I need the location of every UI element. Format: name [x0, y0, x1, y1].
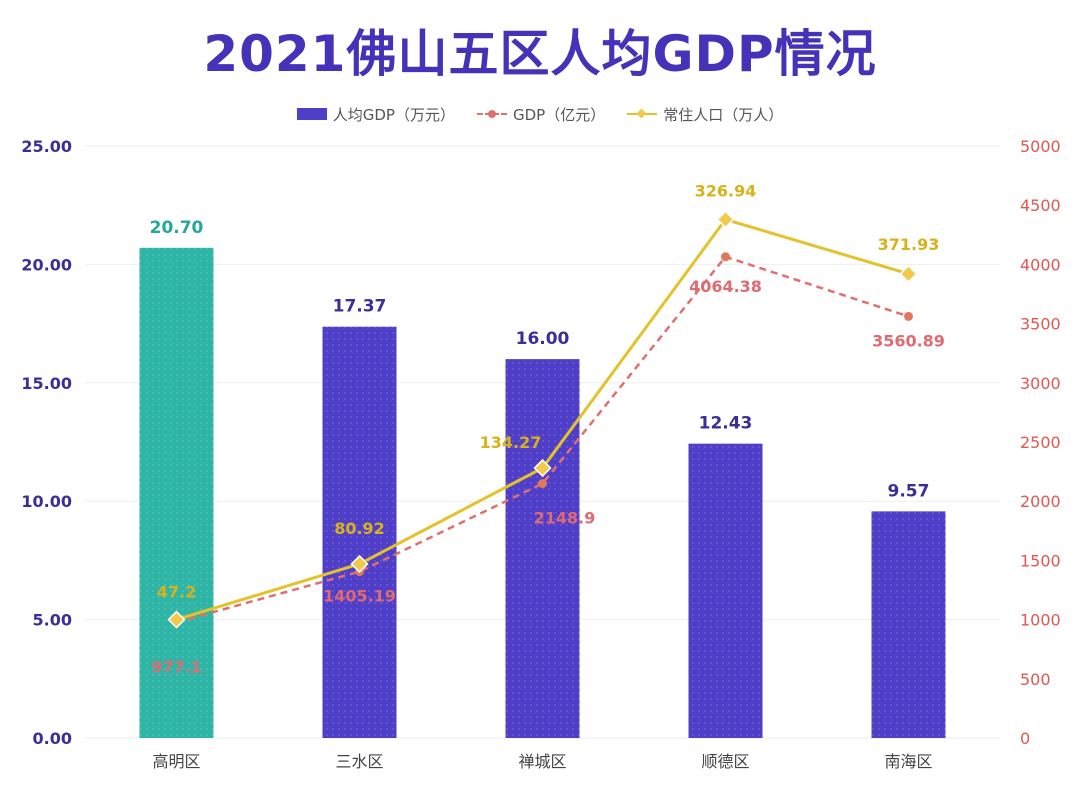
population-point: [533, 458, 552, 478]
y-axis-right-tick: 5000: [1020, 137, 1061, 156]
legend-item-population: 常住人口（万人）: [627, 104, 783, 125]
population-point: [899, 264, 918, 283]
legend-swatch-population-line: [627, 108, 658, 120]
population-point: [350, 554, 369, 574]
bar-value-label: 12.43: [699, 414, 753, 434]
legend-swatch-bar: [296, 108, 327, 120]
population-point: [716, 210, 735, 229]
y-axis-right-tick: 2000: [1020, 492, 1061, 511]
population-point: [167, 610, 186, 629]
y-axis-right-tick: 1500: [1020, 551, 1061, 570]
bar: [871, 511, 946, 738]
y-axis-left-tick: 15.00: [21, 374, 72, 393]
legend-item-gdp-per-capita: 人均GDP（万元）: [296, 104, 455, 125]
gdp-value-label: 3560.89: [872, 331, 945, 350]
gdp-line: [176, 255, 909, 624]
legend-swatch-gdp-line: [476, 108, 507, 120]
y-axis-left-tick: 25.00: [21, 137, 72, 156]
x-axis-category-label: 三水区: [335, 752, 383, 771]
y-axis-left-tick: 5.00: [33, 611, 72, 630]
population-value-label: 326.94: [695, 181, 757, 200]
legend-label-population: 常住人口（万人）: [663, 105, 784, 124]
y-axis-left-tick: 0.00: [33, 729, 72, 748]
legend-item-gdp: GDP（亿元）: [476, 104, 606, 125]
y-axis-right-tick: 3500: [1020, 315, 1061, 334]
gdp-point: [538, 479, 547, 489]
y-axis-left-tick: 20.00: [21, 255, 72, 274]
gdp-value-label: 4064.38: [689, 277, 762, 296]
y-axis-right-tick: 4000: [1020, 255, 1061, 274]
population-value-label: 134.27: [480, 433, 542, 452]
gdp-point: [904, 311, 913, 321]
y-axis-right-tick: 0: [1020, 729, 1030, 748]
bar: [322, 326, 397, 738]
bar: [139, 247, 214, 738]
population-value-label: 80.92: [334, 519, 385, 538]
bar-value-label: 16.00: [516, 329, 570, 349]
bar-value-label: 17.37: [333, 297, 387, 317]
x-axis-category-label: 顺德区: [701, 752, 749, 771]
chart-title: 2021佛山五区人均GDP情况: [203, 25, 877, 83]
gdp-value-label: 1405.19: [323, 587, 396, 606]
gdp-value-label: 2148.9: [534, 509, 596, 528]
x-axis-category-label: 禅城区: [518, 752, 566, 771]
legend-label-gdp-per-capita: 人均GDP（万元）: [332, 105, 455, 124]
legend-label-gdp: GDP（亿元）: [512, 105, 606, 124]
bar: [688, 443, 763, 738]
x-axis-category-label: 南海区: [884, 752, 932, 771]
chart-legend: 人均GDP（万元） GDP（亿元） 常住人口（万人）: [0, 102, 1080, 126]
gdp-point: [721, 252, 730, 262]
y-axis-right-tick: 3000: [1020, 374, 1061, 393]
y-axis-right-tick: 500: [1020, 670, 1051, 689]
bar-value-label: 20.70: [150, 218, 204, 238]
bar: [505, 359, 580, 738]
y-axis-right-tick: 1000: [1020, 611, 1061, 630]
y-axis-right-tick: 4500: [1020, 196, 1061, 215]
gdp-value-label: 977.1: [151, 657, 202, 676]
bar-value-label: 9.57: [888, 481, 930, 501]
x-axis-category-label: 高明区: [152, 752, 200, 771]
y-axis-left-tick: 10.00: [21, 492, 72, 511]
population-value-label: 47.2: [157, 583, 196, 602]
y-axis-right-tick: 2500: [1020, 433, 1061, 452]
population-value-label: 371.93: [878, 235, 940, 254]
